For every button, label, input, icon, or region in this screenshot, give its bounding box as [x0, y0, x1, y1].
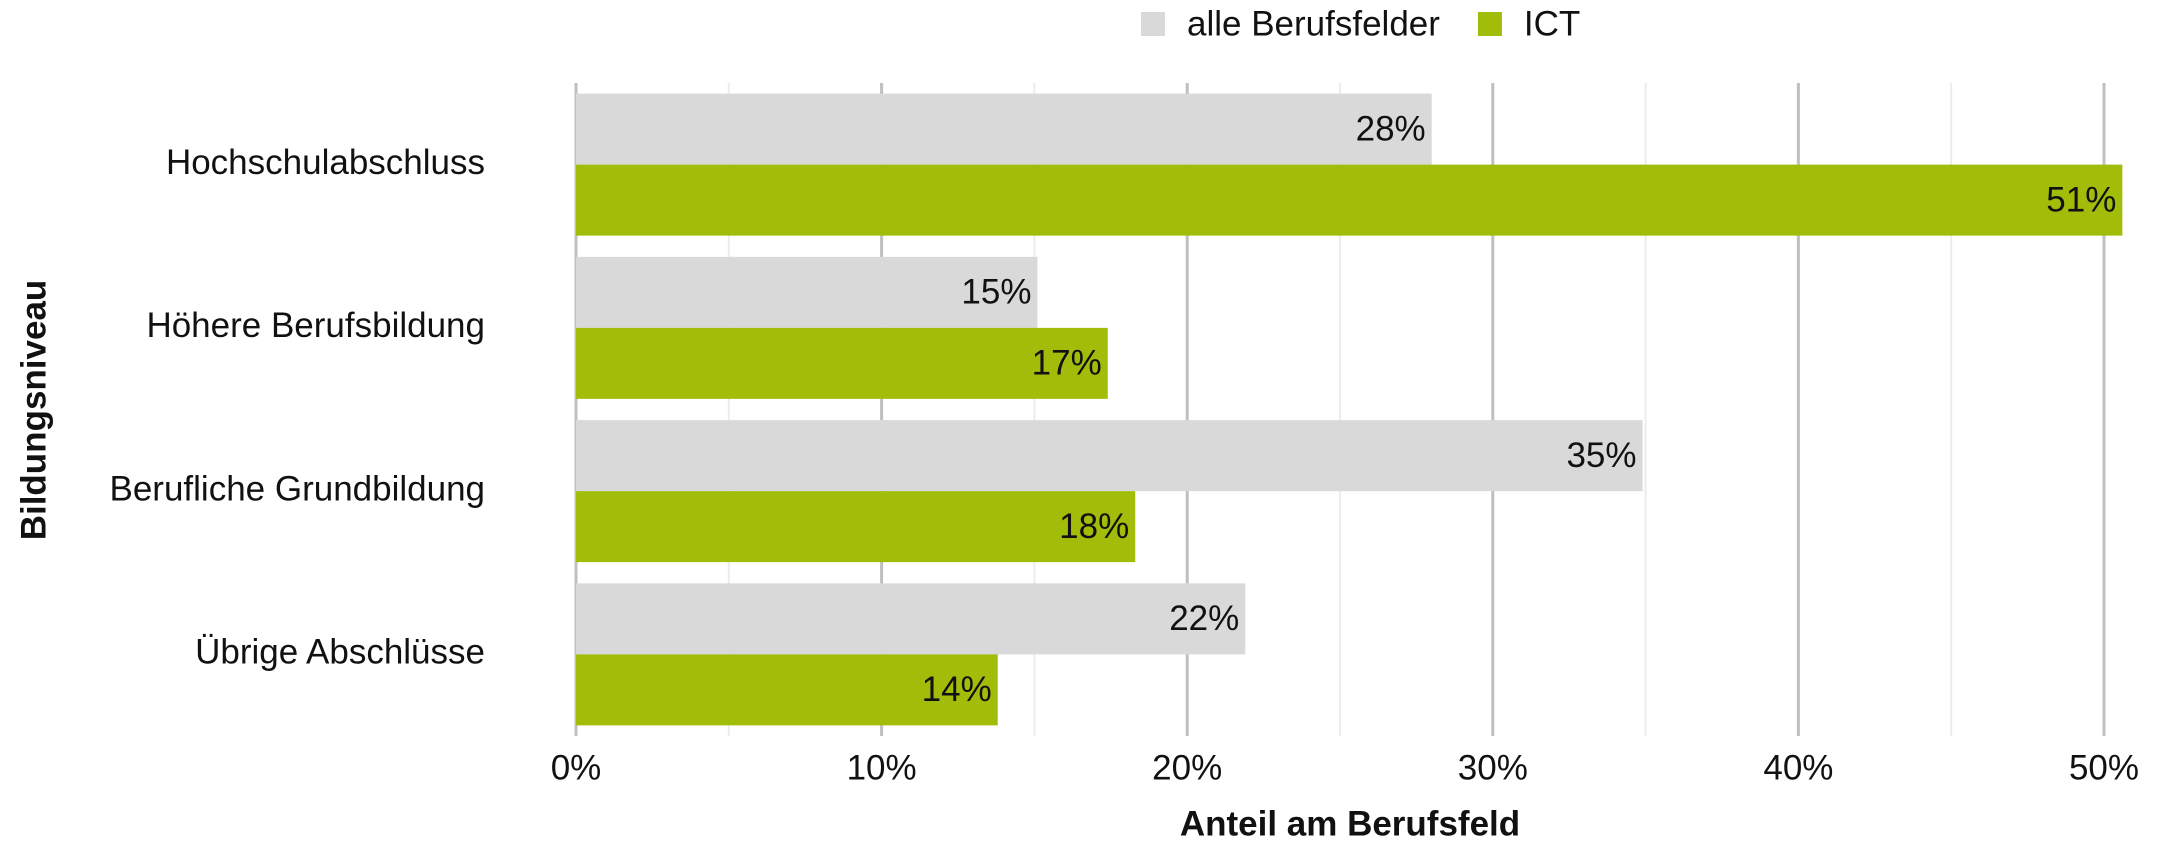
x-axis-title: Anteil am Berufsfeld: [1180, 804, 1520, 843]
legend-label: ICT: [1524, 4, 1580, 43]
bar: [576, 491, 1136, 563]
data-label: 17%: [1032, 344, 1102, 383]
data-label: 28%: [1356, 109, 1426, 148]
bar: [576, 164, 2123, 236]
x-tick-label: 50%: [2069, 748, 2139, 787]
x-tick-label: 40%: [1763, 748, 1833, 787]
data-label: 14%: [922, 670, 992, 709]
legend-label: alle Berufsfelder: [1187, 4, 1440, 43]
bar: [576, 93, 1432, 165]
data-label: 18%: [1059, 507, 1129, 546]
y-axis-title: Bildungsniveau: [14, 280, 53, 541]
x-tick-label: 10%: [847, 748, 917, 787]
x-tick-label: 0%: [551, 748, 602, 787]
bar: [576, 420, 1643, 492]
y-tick-label: Höhere Berufsbildung: [146, 306, 485, 345]
x-tick-label: 30%: [1458, 748, 1528, 787]
data-label: 51%: [2046, 180, 2116, 219]
y-tick-label: Hochschulabschluss: [166, 143, 485, 182]
x-tick-label: 20%: [1152, 748, 1222, 787]
y-tick-label: Übrige Abschlüsse: [195, 633, 485, 672]
data-label: 22%: [1169, 599, 1239, 638]
bar: [576, 327, 1108, 399]
data-label: 15%: [961, 273, 1031, 312]
legend-swatch: [1477, 12, 1502, 36]
bar: [576, 654, 998, 726]
bar: [576, 583, 1246, 655]
data-label: 35%: [1566, 436, 1636, 475]
bar: [576, 256, 1038, 328]
legend-swatch: [1141, 12, 1165, 36]
y-tick-label: Berufliche Grundbildung: [109, 469, 485, 508]
